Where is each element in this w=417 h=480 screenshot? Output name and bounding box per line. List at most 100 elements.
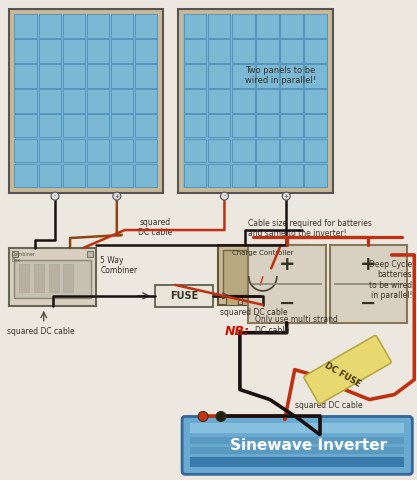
Text: squared DC cable: squared DC cable	[220, 308, 288, 317]
Bar	[155, 285, 213, 307]
Bar	[208, 114, 231, 137]
Bar	[280, 139, 303, 162]
Bar	[135, 89, 157, 113]
Bar	[111, 89, 133, 113]
Circle shape	[198, 411, 208, 421]
Bar	[256, 39, 279, 63]
Bar	[63, 39, 85, 63]
Bar	[232, 39, 254, 63]
Bar	[178, 9, 333, 193]
Bar	[190, 457, 404, 468]
Bar	[208, 14, 231, 38]
Bar	[208, 89, 231, 113]
Bar	[14, 260, 91, 298]
Bar	[111, 139, 133, 162]
Bar	[15, 164, 37, 187]
Bar	[111, 14, 133, 38]
Bar	[256, 114, 279, 137]
Bar	[111, 164, 133, 187]
Bar	[208, 39, 231, 63]
Bar	[184, 64, 206, 88]
Bar	[111, 39, 133, 63]
Bar	[304, 14, 327, 38]
Bar	[256, 164, 279, 187]
Bar	[87, 39, 109, 63]
Bar	[274, 295, 286, 305]
Bar	[63, 89, 85, 113]
Bar	[87, 64, 109, 88]
Bar	[135, 164, 157, 187]
Bar	[12, 251, 18, 257]
Bar	[258, 295, 270, 305]
Bar	[184, 139, 206, 162]
Bar	[208, 164, 231, 187]
Bar	[190, 423, 404, 433]
Bar	[280, 39, 303, 63]
Bar	[19, 264, 29, 292]
Bar	[63, 164, 85, 187]
Bar	[184, 164, 206, 187]
Bar	[87, 164, 109, 187]
Text: DC FUSE: DC FUSE	[323, 360, 362, 388]
Bar	[223, 250, 303, 295]
Bar	[15, 89, 37, 113]
Bar	[34, 264, 43, 292]
Text: −: −	[279, 294, 295, 313]
Bar	[208, 64, 231, 88]
Bar	[63, 264, 73, 292]
Text: −: −	[360, 294, 377, 313]
Bar	[38, 164, 61, 187]
FancyBboxPatch shape	[304, 336, 391, 404]
Bar	[135, 139, 157, 162]
Bar	[304, 164, 327, 187]
Bar	[9, 248, 96, 306]
Bar	[256, 89, 279, 113]
Bar	[111, 64, 133, 88]
Bar	[256, 64, 279, 88]
Bar	[304, 39, 327, 63]
Bar	[111, 114, 133, 137]
Bar	[48, 264, 58, 292]
Text: +: +	[279, 255, 295, 274]
Bar	[226, 295, 238, 305]
Text: NB:: NB:	[225, 325, 250, 338]
Bar	[87, 139, 109, 162]
Bar	[135, 39, 157, 63]
Circle shape	[216, 411, 226, 421]
Bar	[304, 139, 327, 162]
Bar	[63, 139, 85, 162]
Bar	[190, 447, 404, 455]
Bar	[87, 89, 109, 113]
Text: +: +	[360, 255, 377, 274]
Text: squared DC cable: squared DC cable	[7, 327, 74, 336]
Bar	[329, 245, 407, 323]
Bar	[208, 139, 231, 162]
Text: -: -	[224, 193, 226, 199]
Bar	[256, 139, 279, 162]
Bar	[38, 39, 61, 63]
Bar	[38, 139, 61, 162]
Bar	[184, 39, 206, 63]
Bar	[304, 64, 327, 88]
Bar	[15, 39, 37, 63]
Bar	[15, 14, 37, 38]
Bar	[38, 64, 61, 88]
Bar	[38, 89, 61, 113]
Bar	[15, 64, 37, 88]
Text: Cable size required for batteries
and same to the inverter!: Cable size required for batteries and sa…	[248, 218, 372, 238]
Bar	[87, 14, 109, 38]
Bar	[232, 89, 254, 113]
Bar	[9, 9, 163, 193]
Text: Two panels to be
wired in parallel!: Two panels to be wired in parallel!	[245, 66, 316, 85]
Circle shape	[113, 192, 121, 200]
Circle shape	[51, 192, 59, 200]
Bar	[14, 13, 158, 188]
Bar	[184, 114, 206, 137]
Bar	[304, 89, 327, 113]
Text: +: +	[284, 193, 289, 199]
Bar	[304, 114, 327, 137]
Bar	[183, 13, 328, 188]
Bar	[88, 251, 93, 257]
Bar	[232, 14, 254, 38]
Bar	[63, 64, 85, 88]
